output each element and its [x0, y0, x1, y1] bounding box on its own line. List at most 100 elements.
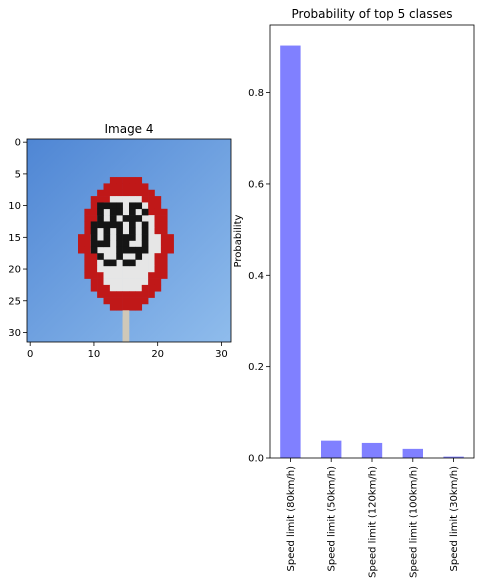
pixel	[122, 183, 130, 191]
y-axis-label: Probability	[233, 214, 244, 267]
pixel	[122, 215, 130, 222]
pixel	[148, 284, 155, 292]
pixel	[141, 246, 149, 254]
pixel	[90, 284, 98, 292]
pixel	[160, 234, 168, 241]
bar	[280, 45, 301, 458]
pixel	[116, 284, 123, 292]
pixel	[116, 246, 123, 254]
pixel	[90, 202, 98, 210]
pixel	[129, 196, 136, 203]
pixel	[84, 265, 92, 273]
pixel	[116, 272, 123, 279]
pixel	[129, 253, 136, 260]
pixel	[160, 208, 168, 216]
pixel	[116, 215, 123, 222]
pixel	[109, 259, 117, 267]
pixel	[148, 259, 155, 267]
pixel	[129, 208, 136, 216]
pixel	[109, 196, 117, 203]
pixel	[84, 246, 92, 254]
pixel	[160, 215, 168, 222]
image-title: Image 4	[104, 122, 153, 136]
pixel	[135, 284, 143, 292]
pixel	[103, 196, 111, 203]
y-axis: 0.0 0.2 0.4 0.6 0.8	[248, 88, 270, 465]
pixel	[97, 278, 104, 286]
pixel	[148, 221, 155, 229]
pixel	[97, 196, 104, 203]
pixel	[154, 196, 162, 203]
pixel	[135, 278, 143, 286]
pixel	[116, 202, 123, 210]
pixel	[154, 240, 162, 248]
pixel	[84, 208, 92, 216]
pixel	[141, 291, 149, 298]
pixel	[122, 284, 130, 292]
pixel	[141, 202, 149, 210]
pixel	[135, 196, 143, 203]
image-y-tick-label: 10	[8, 201, 21, 212]
bar	[443, 456, 464, 458]
pixel	[116, 240, 123, 248]
pixel	[78, 240, 85, 248]
pixel	[135, 221, 143, 229]
pixel	[122, 272, 130, 279]
pixel	[141, 297, 149, 305]
pixel	[129, 303, 136, 311]
pixel	[154, 253, 162, 260]
pixel	[141, 278, 149, 286]
pixel	[84, 221, 92, 229]
pixel	[141, 221, 149, 229]
pixel	[154, 208, 162, 216]
pixel	[122, 310, 130, 317]
pixel	[122, 221, 130, 229]
pixel	[135, 177, 143, 184]
y-tick-label: 0.2	[248, 362, 264, 373]
pixel	[97, 208, 104, 216]
pixel	[122, 246, 130, 254]
pixel	[167, 246, 174, 254]
pixel	[97, 265, 104, 273]
pixel	[116, 189, 123, 197]
pixel	[141, 259, 149, 267]
pixel	[135, 215, 143, 222]
bar	[361, 442, 383, 458]
pixel	[97, 240, 104, 248]
pixel	[154, 221, 162, 229]
pixel	[122, 196, 130, 203]
image-y-tick-label: 25	[8, 296, 21, 307]
pixel	[141, 215, 149, 222]
pixel	[90, 265, 98, 273]
image-frame	[26, 138, 232, 343]
pixel	[154, 278, 162, 286]
pixel	[103, 259, 111, 267]
image-y-tick-label: 0	[15, 138, 21, 149]
pixel	[154, 234, 162, 241]
pixel	[97, 202, 104, 210]
pixel	[148, 196, 155, 203]
pixel	[116, 227, 123, 235]
pixel	[90, 196, 98, 203]
bars-group	[280, 45, 464, 458]
pixel	[109, 221, 117, 229]
pixel	[135, 253, 143, 260]
pixel	[167, 234, 174, 241]
pixel	[122, 291, 130, 298]
pixel	[84, 234, 92, 241]
pixel	[109, 208, 117, 216]
pixel	[135, 303, 143, 311]
pixel	[148, 246, 155, 254]
pixel	[160, 272, 168, 279]
pixel	[135, 246, 143, 254]
pixel	[103, 227, 111, 235]
pixel	[129, 297, 136, 305]
pixel	[129, 272, 136, 279]
pixel	[129, 246, 136, 254]
pixel	[103, 272, 111, 279]
pixel	[109, 278, 117, 286]
pixel	[160, 265, 168, 273]
pixel	[116, 177, 123, 184]
pixel	[84, 240, 92, 248]
pixel	[154, 215, 162, 222]
